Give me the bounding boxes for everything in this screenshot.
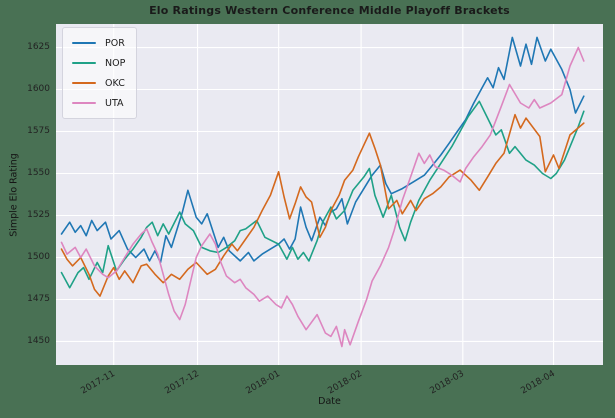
y-tick-label: 1575: [27, 126, 50, 136]
chart-title: Elo Ratings Western Conference Middle Pl…: [149, 4, 510, 17]
legend-item-por: POR: [72, 33, 125, 53]
legend-line-swatch: [72, 81, 96, 85]
series-line-por: [60, 36, 585, 264]
y-axis-label: Simple Elo Rating: [8, 153, 20, 237]
series-line-okc: [60, 113, 585, 297]
legend: POR NOP OKC UTA: [62, 27, 138, 119]
y-tick-label: 1600: [27, 84, 50, 94]
legend-line-swatch: [72, 101, 96, 105]
legend-item-okc: OKC: [72, 73, 125, 93]
y-tick-label: 1550: [27, 168, 50, 178]
legend-label: UTA: [105, 97, 124, 109]
y-tick-label: 1475: [27, 293, 50, 304]
y-tick-label: 1625: [27, 42, 50, 53]
y-tick-label: 1450: [27, 335, 50, 346]
y-tick-label: 1500: [27, 251, 50, 262]
legend-label: POR: [105, 37, 125, 49]
y-tick-label: 1525: [27, 209, 50, 220]
series-line-uta: [60, 46, 585, 348]
legend-label: NOP: [105, 57, 126, 69]
chart-canvas: [56, 24, 603, 365]
x-axis-label: Date: [318, 396, 341, 407]
legend-item-uta: UTA: [72, 93, 125, 113]
legend-label: OKC: [105, 77, 125, 89]
plot-area: POR NOP OKC UTA: [56, 24, 603, 365]
legend-item-nop: NOP: [72, 53, 125, 73]
legend-line-swatch: [72, 61, 96, 65]
legend-line-swatch: [72, 41, 96, 45]
series-line-nop: [60, 100, 585, 289]
